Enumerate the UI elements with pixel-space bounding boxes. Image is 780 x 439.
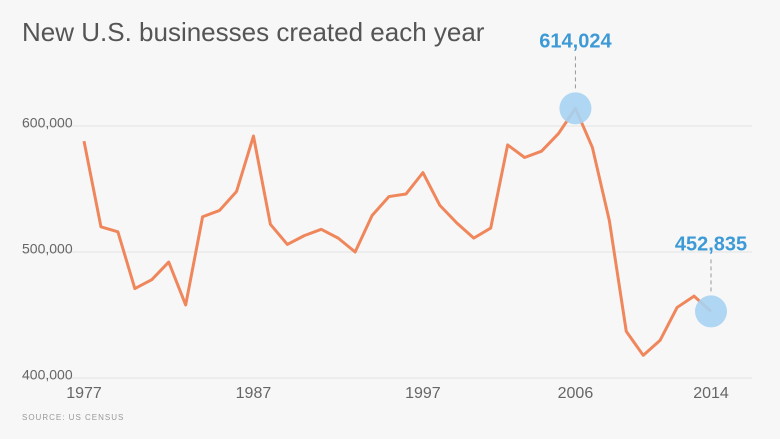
x-tick-label: 1977	[66, 385, 102, 402]
value-label: 614,024	[539, 31, 612, 53]
y-tick-label: 500,000	[22, 241, 73, 257]
y-tick-label: 600,000	[22, 115, 73, 131]
x-tick-label: 1997	[405, 385, 441, 402]
highlight-marker	[695, 295, 727, 328]
x-tick-label: 2014	[693, 385, 729, 402]
x-tick-label: 1987	[236, 385, 272, 402]
chart-title: New U.S. businesses created each year	[22, 17, 485, 47]
y-tick-label: 400,000	[22, 367, 73, 383]
source: SOURCE: US CENSUS	[22, 413, 124, 422]
value-label: 452,835	[675, 234, 747, 256]
highlight-marker	[559, 92, 592, 125]
x-tick-label: 2006	[558, 385, 594, 402]
series-line	[82, 106, 713, 357]
